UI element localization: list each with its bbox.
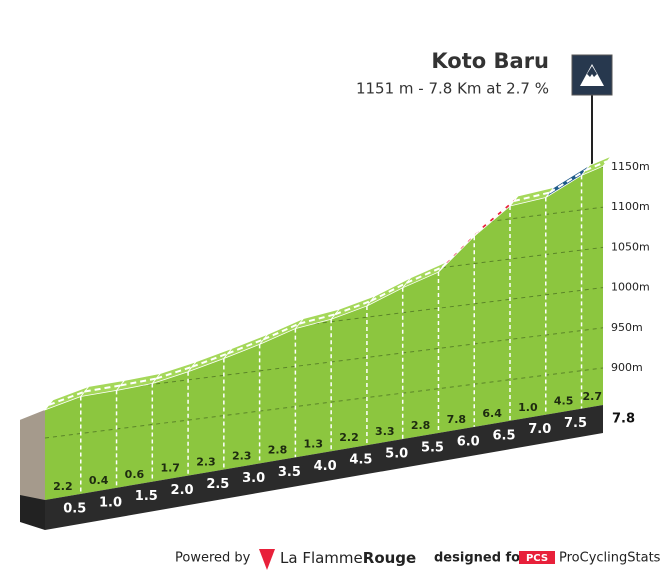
powered-by: Powered by bbox=[175, 551, 251, 566]
center-dash bbox=[441, 230, 479, 268]
gradient-label: 2.3 bbox=[232, 450, 252, 463]
grid-line bbox=[45, 367, 603, 439]
x-tick-label: 5.0 bbox=[385, 447, 408, 462]
center-dash bbox=[155, 365, 193, 380]
summit-icon bbox=[571, 54, 613, 166]
pcs-name: ProCyclingStats bbox=[559, 551, 661, 566]
center-dash bbox=[334, 300, 372, 316]
gradient-label: 6.4 bbox=[482, 407, 502, 420]
y-tick-label: 1100m bbox=[611, 200, 650, 213]
x-tick-label: 2.5 bbox=[206, 477, 229, 492]
brand: La FlammeRouge bbox=[280, 549, 416, 567]
center-dash bbox=[84, 384, 121, 393]
gradient-label: 2.7 bbox=[583, 390, 603, 403]
profile-face bbox=[45, 166, 603, 501]
pcs-badge: PCS bbox=[526, 553, 548, 564]
gradient-label: 0.6 bbox=[125, 468, 145, 481]
y-tick-label: 900m bbox=[611, 361, 643, 374]
x-tick-label: 3.5 bbox=[278, 465, 301, 480]
x-tick-label: 7.0 bbox=[528, 422, 551, 437]
gradient-label: 2.2 bbox=[339, 431, 359, 444]
designed-for: designed for bbox=[434, 551, 527, 566]
brand-a: La Flamme bbox=[280, 549, 363, 567]
gradient-label: 4.5 bbox=[554, 395, 574, 408]
center-dash bbox=[299, 313, 336, 325]
x-tick-label: 6.0 bbox=[457, 434, 480, 449]
center-dash bbox=[227, 338, 264, 355]
center-dash bbox=[48, 390, 86, 406]
x-tick-label: 3.0 bbox=[242, 471, 265, 486]
gradient-label: 1.7 bbox=[160, 462, 180, 475]
y-tick-label: 950m bbox=[611, 321, 643, 334]
gradient-label: 0.4 bbox=[89, 474, 109, 487]
center-dash bbox=[370, 281, 408, 302]
gradient-label: 3.3 bbox=[375, 425, 395, 438]
center-dash bbox=[406, 266, 443, 284]
center-dash bbox=[549, 169, 587, 194]
y-tick-label: 1150m bbox=[611, 160, 650, 173]
x-tick-label: 7.8 bbox=[612, 412, 635, 427]
x-tick-label: 1.5 bbox=[135, 489, 158, 504]
y-tick-label: 1000m bbox=[611, 281, 650, 294]
x-tick-label: 6.5 bbox=[492, 428, 515, 443]
center-dash bbox=[120, 377, 157, 387]
footer: Powered by La FlammeRouge designed for P… bbox=[175, 549, 661, 570]
chart-title: Koto Baru bbox=[431, 49, 549, 73]
grid-line bbox=[45, 327, 603, 399]
center-dash bbox=[585, 160, 608, 172]
x-tick-label: 2.0 bbox=[171, 483, 194, 498]
gradient-label: 1.3 bbox=[304, 437, 324, 450]
chart-subtitle: 1151 m - 7.8 Km at 2.7 % bbox=[356, 80, 549, 98]
grid-line bbox=[45, 287, 603, 359]
x-tick-label: 4.0 bbox=[314, 459, 337, 474]
gradient-label: 2.8 bbox=[268, 443, 288, 456]
gradient-label: 2.3 bbox=[196, 456, 216, 469]
center-dash bbox=[513, 191, 551, 202]
gradient-label: 2.2 bbox=[53, 480, 73, 493]
x-tick-label: 7.5 bbox=[564, 416, 587, 431]
center-dash bbox=[191, 352, 229, 368]
x-tick-label: 0.5 bbox=[63, 501, 86, 516]
y-tick-label: 1050m bbox=[611, 240, 650, 253]
center-dash bbox=[477, 200, 515, 232]
x-tick-label: 4.5 bbox=[349, 453, 372, 468]
gradient-label: 1.0 bbox=[518, 401, 538, 414]
base-side bbox=[20, 495, 45, 530]
gradient-label: 7.8 bbox=[447, 413, 467, 426]
gradient-label: 2.8 bbox=[411, 419, 431, 432]
x-tick-label: 5.5 bbox=[421, 441, 444, 456]
brand-b: Rouge bbox=[363, 549, 416, 567]
base-band bbox=[45, 405, 603, 530]
x-tick-label: 1.0 bbox=[99, 495, 122, 510]
center-dash bbox=[263, 322, 300, 341]
